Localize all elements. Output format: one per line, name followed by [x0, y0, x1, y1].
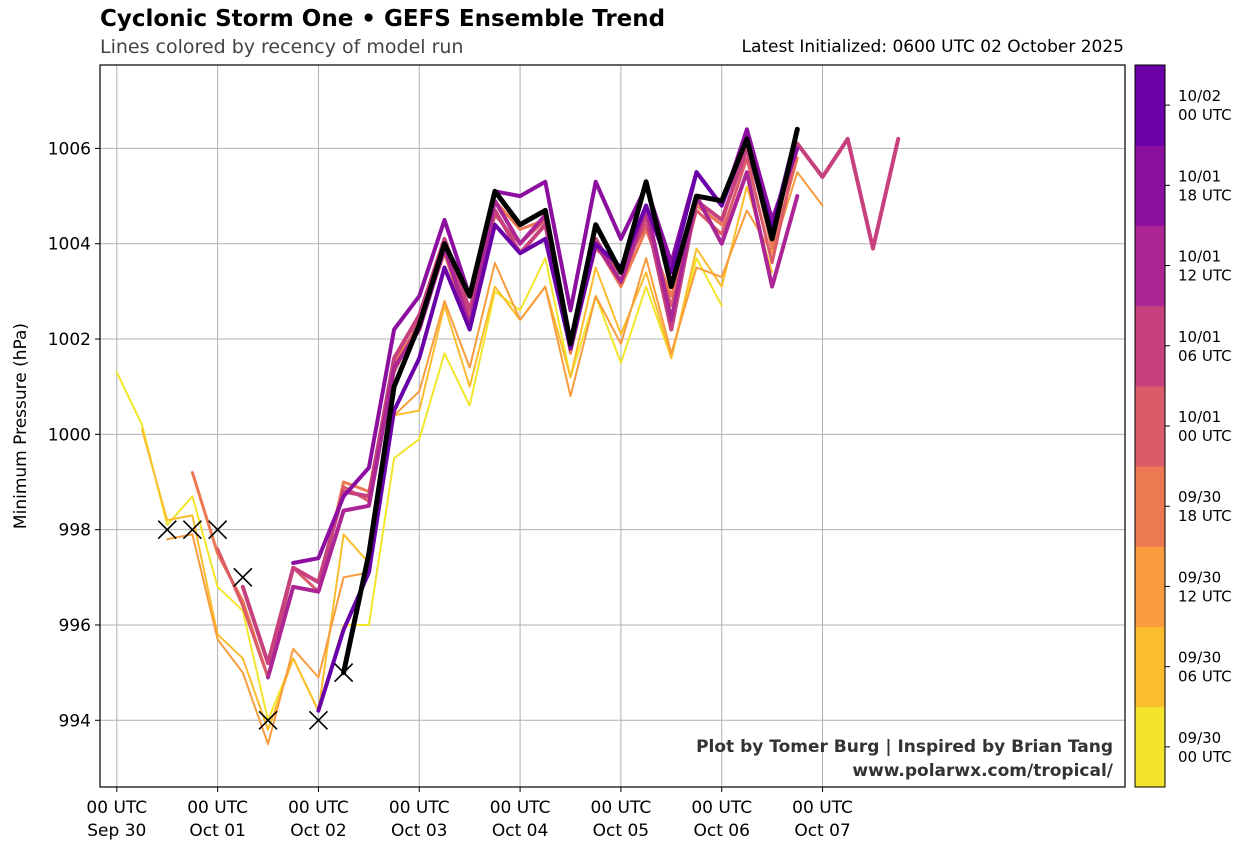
- observed-markers: [157, 520, 354, 730]
- x-tick-label-date: Sep 30: [87, 821, 146, 841]
- colorbar-label-time: 12 UTC: [1178, 267, 1232, 285]
- y-tick-label: 994: [59, 711, 91, 731]
- y-tick-label: 996: [59, 616, 91, 636]
- credit-line-2: www.polarwx.com/tropical/: [852, 761, 1113, 781]
- colorbar-segment: [1135, 225, 1165, 307]
- series-line-10-02-06-utc: [341, 126, 800, 676]
- colorbar-segment: [1135, 546, 1165, 628]
- y-axis-label: Minimum Pressure (hPa): [11, 323, 31, 529]
- observed-x-marker: [258, 710, 278, 730]
- colorbar-label-date: 09/30: [1178, 649, 1221, 667]
- colorbar-label-time: 06 UTC: [1178, 347, 1232, 365]
- colorbar-label-date: 10/01: [1178, 408, 1221, 426]
- y-axis: 994 996 998 1000 1002 1004 1006: [48, 139, 100, 731]
- colorbar-label-time: 12 UTC: [1178, 587, 1232, 605]
- x-tick-label-date: Oct 01: [189, 821, 245, 841]
- x-tick-label-time: 00 UTC: [490, 798, 551, 818]
- colorbar-label-time: 18 UTC: [1178, 186, 1232, 204]
- colorbar-label-date: 10/01: [1178, 328, 1221, 346]
- observed-x-marker: [182, 520, 202, 540]
- observed-x-marker: [308, 710, 329, 730]
- x-tick-label-date: Oct 05: [593, 821, 649, 841]
- observed-x-marker: [233, 567, 253, 587]
- colorbar-segment: [1135, 65, 1165, 146]
- colorbar-segment: [1135, 305, 1165, 387]
- y-tick-label: 1006: [48, 139, 91, 159]
- observed-x-marker: [334, 663, 354, 683]
- colorbar-label-date: 09/30: [1178, 729, 1221, 747]
- series-line-10-01-12-utc: [266, 170, 800, 680]
- series-lines: [115, 126, 901, 746]
- x-tick-label-date: Oct 04: [492, 821, 548, 841]
- chart-title: Cyclonic Storm One • GEFS Ensemble Trend: [100, 6, 666, 32]
- x-tick-label-date: Oct 06: [694, 821, 750, 841]
- colorbar-label-date: 09/30: [1178, 568, 1221, 586]
- x-tick-label-time: 00 UTC: [187, 798, 248, 818]
- x-axis: 00 UTC Sep 30 00 UTC Oct 01 00 UTC Oct 02 00 U…: [86, 787, 853, 841]
- chart-subtitle: Lines colored by recency of model run: [100, 36, 464, 58]
- x-tick-label-time: 00 UTC: [691, 798, 752, 818]
- colorbar-label-time: 00 UTC: [1178, 748, 1232, 766]
- colorbar-label-time: 00 UTC: [1178, 427, 1232, 445]
- colorbar-label-time: 00 UTC: [1178, 106, 1232, 124]
- x-tick-label-time: 00 UTC: [288, 798, 349, 818]
- colorbar-frame: [1134, 64, 1166, 788]
- x-tick-label-time: 00 UTC: [591, 798, 652, 818]
- y-tick-label: 1000: [48, 425, 91, 445]
- observed-x-marker: [157, 520, 177, 540]
- x-tick-label-time: 00 UTC: [792, 798, 853, 818]
- colorbar-segment: [1135, 145, 1165, 226]
- colorbar-segment: [1135, 706, 1165, 788]
- y-tick-label: 1004: [48, 235, 91, 255]
- colorbar-segment: [1135, 385, 1165, 467]
- x-tick-label-date: Oct 02: [290, 821, 346, 841]
- observed-x-marker: [208, 520, 228, 540]
- grid-lines: [100, 65, 1125, 787]
- series-line-09-30-00-utc: [115, 257, 723, 722]
- latest-initialized-label: Latest Initialized: 0600 UTC 02 October …: [741, 37, 1124, 57]
- credit-line-1: Plot by Tomer Burg | Inspired by Brian T…: [696, 737, 1113, 757]
- x-tick-label-date: Oct 03: [391, 821, 447, 841]
- colorbar-label-date: 10/01: [1178, 167, 1221, 185]
- colorbar-segment: [1135, 626, 1165, 708]
- x-tick-label-date: Oct 07: [794, 821, 850, 841]
- colorbar-label-time: 06 UTC: [1178, 668, 1232, 686]
- y-tick-label: 998: [59, 521, 91, 541]
- colorbar-segment: [1135, 466, 1165, 547]
- y-tick-label: 1002: [48, 330, 91, 350]
- colorbar-label-time: 18 UTC: [1178, 507, 1232, 525]
- x-tick-label-time: 00 UTC: [389, 798, 450, 818]
- colorbar-label-date: 10/02: [1178, 87, 1221, 105]
- series-line-09-30-06-utc: [141, 185, 774, 731]
- colorbar-label-date: 10/01: [1178, 248, 1221, 266]
- plot-frame: [99, 64, 1126, 788]
- series-line-10-01-00-utc: [216, 146, 799, 679]
- x-tick-label-time: 00 UTC: [86, 798, 147, 818]
- colorbar-label-date: 09/30: [1178, 488, 1221, 506]
